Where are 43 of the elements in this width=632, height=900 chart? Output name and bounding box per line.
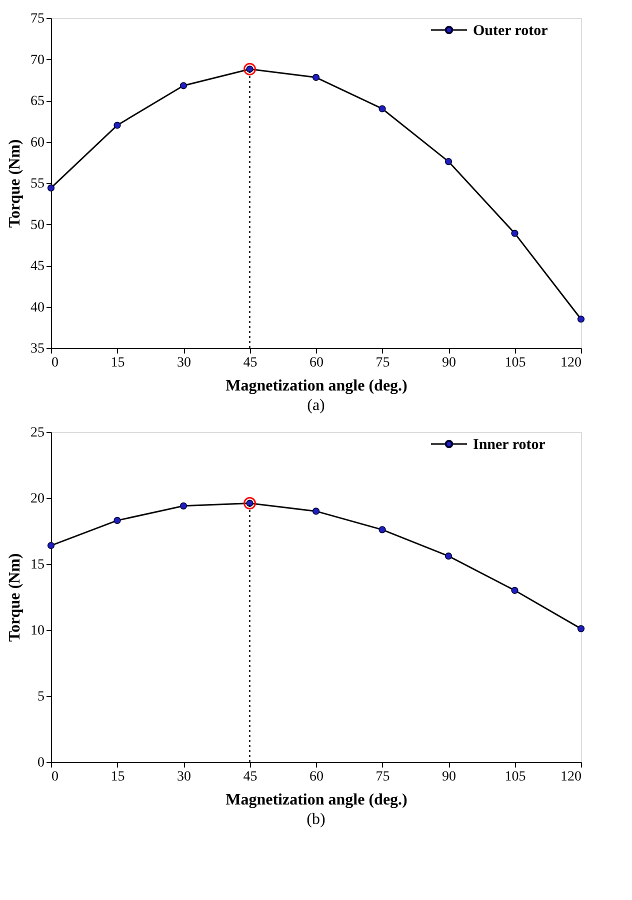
x-tick-label: 45 — [243, 356, 258, 370]
y-axis-title: Torque (Nm) — [6, 139, 24, 228]
y-tick-label: 15 — [30, 558, 44, 572]
x-tick-label: 45 — [243, 770, 258, 784]
x-axis-title: Magnetization angle (deg.) — [226, 378, 408, 394]
y-tick-label: 35 — [30, 342, 44, 356]
x-tick-label: 30 — [177, 356, 191, 370]
y-axis-title: Torque (Nm) — [6, 553, 24, 642]
y-tick-label: 20 — [30, 492, 44, 506]
x-tick-label: 90 — [442, 356, 456, 370]
x-tick-label: 60 — [310, 770, 324, 784]
x-tick-label: 120 — [560, 356, 582, 370]
x-tick-label: 75 — [376, 770, 390, 784]
point — [244, 497, 256, 510]
y-tick-label: 10 — [30, 624, 44, 638]
x-tick-label: 15 — [110, 356, 125, 370]
point — [244, 62, 256, 76]
legend-label: Inner rotor — [473, 437, 546, 453]
x-axis-title: Magnetization angle (deg.) — [226, 792, 408, 808]
y-tick-label: 75 — [30, 12, 44, 26]
y-tick-label: 65 — [30, 94, 44, 109]
x-tick-label: 90 — [442, 770, 456, 784]
text: (a) — [307, 397, 325, 414]
x-tick-label: 15 — [110, 770, 125, 784]
y-tick-label: 5 — [38, 690, 44, 704]
y-tick-label: 40 — [30, 300, 44, 316]
x-tick-label: 30 — [177, 770, 191, 784]
x-tick-label: 105 — [504, 356, 526, 370]
y-tick-label: 45 — [30, 259, 44, 274]
y-tick-label: 60 — [30, 135, 44, 150]
text: (b) — [306, 811, 326, 828]
y-tick-label: 55 — [30, 176, 44, 192]
y-tick-label: 70 — [30, 52, 44, 68]
x-tick-label: 105 — [504, 770, 526, 784]
y-tick-label: 50 — [30, 218, 44, 233]
x-tick-label: 60 — [310, 356, 324, 370]
x-tick-label: 0 — [52, 770, 58, 784]
x-tick-label: 120 — [560, 770, 582, 784]
legend-label: Outer rotor — [473, 23, 548, 39]
y-tick-label: 25 — [30, 426, 44, 440]
x-tick-label: 0 — [52, 356, 58, 370]
y-tick-label: 0 — [38, 756, 44, 770]
x-tick-label: 75 — [376, 356, 390, 370]
